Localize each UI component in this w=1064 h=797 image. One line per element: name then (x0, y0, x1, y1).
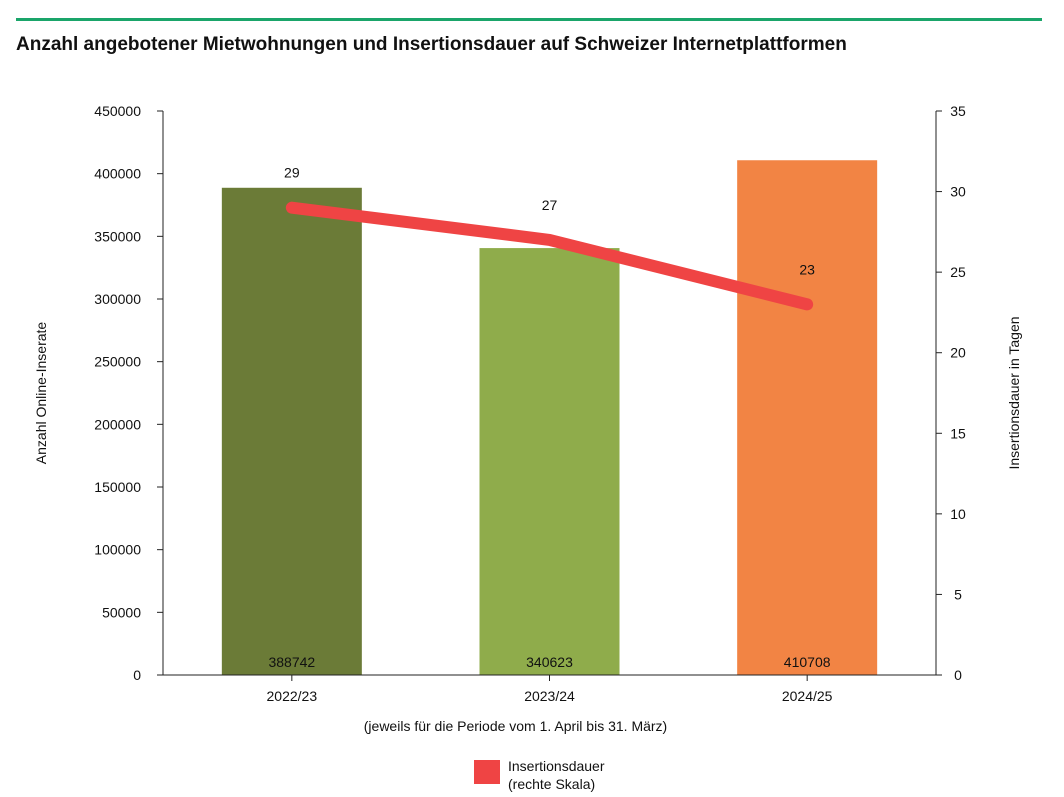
legend-label: (rechte Skala) (508, 776, 595, 792)
left-tick-label: 200000 (94, 416, 141, 432)
y-axis-left-title: Anzahl Online-Inserate (33, 322, 49, 465)
x-axis: 2022/23 2023/24 2024/25 (163, 674, 936, 704)
left-tick-label: 350000 (94, 228, 141, 244)
legend: Insertionsdauer (rechte Skala) (474, 758, 605, 792)
bar-value-label: 340623 (526, 654, 573, 670)
right-axis: 0 5 10 15 20 25 30 35 (935, 103, 966, 683)
right-tick-label: 35 (950, 103, 966, 119)
left-axis: 0 50000 100000 150000 200000 250000 300000 3500… (94, 103, 164, 683)
x-axis-title: (jeweils für die Periode vom 1. April bi… (364, 718, 667, 734)
x-tick-label: 2022/23 (267, 688, 318, 704)
left-tick-label: 0 (133, 667, 141, 683)
line-value-label: 23 (799, 261, 815, 277)
left-tick-label: 100000 (94, 542, 141, 558)
line-value-label: 27 (542, 197, 558, 213)
line-value-label: 29 (284, 165, 300, 181)
right-tick-label: 10 (950, 506, 966, 522)
left-tick-label: 250000 (94, 354, 141, 370)
right-tick-label: 25 (950, 264, 966, 280)
right-tick-label: 30 (950, 184, 966, 200)
bar-series: 388742 340623 410708 (221, 160, 878, 676)
bar-value-label: 388742 (268, 654, 315, 670)
y-axis-right-title: Insertionsdauer in Tagen (1006, 316, 1022, 469)
bar (221, 187, 362, 676)
line-series: 29 27 23 (284, 165, 815, 311)
left-tick-label: 400000 (94, 166, 141, 182)
right-tick-label: 0 (954, 667, 962, 683)
bar-value-label: 410708 (784, 654, 831, 670)
right-tick-label: 5 (954, 586, 962, 602)
top-accent-rule (16, 18, 1042, 21)
bar (737, 160, 878, 675)
x-tick-label: 2024/25 (782, 688, 833, 704)
x-tick-label: 2023/24 (524, 688, 575, 704)
chart-title: Anzahl angebotener Mietwohnungen und Ins… (16, 34, 847, 55)
legend-swatch (474, 760, 500, 784)
left-tick-label: 300000 (94, 291, 141, 307)
line-path (285, 201, 814, 311)
right-tick-label: 20 (950, 345, 966, 361)
bar (479, 248, 620, 675)
legend-label: Insertionsdauer (508, 758, 605, 774)
left-tick-label: 450000 (94, 103, 141, 119)
left-tick-label: 150000 (94, 479, 141, 495)
left-tick-label: 50000 (102, 604, 141, 620)
right-tick-label: 15 (950, 425, 966, 441)
